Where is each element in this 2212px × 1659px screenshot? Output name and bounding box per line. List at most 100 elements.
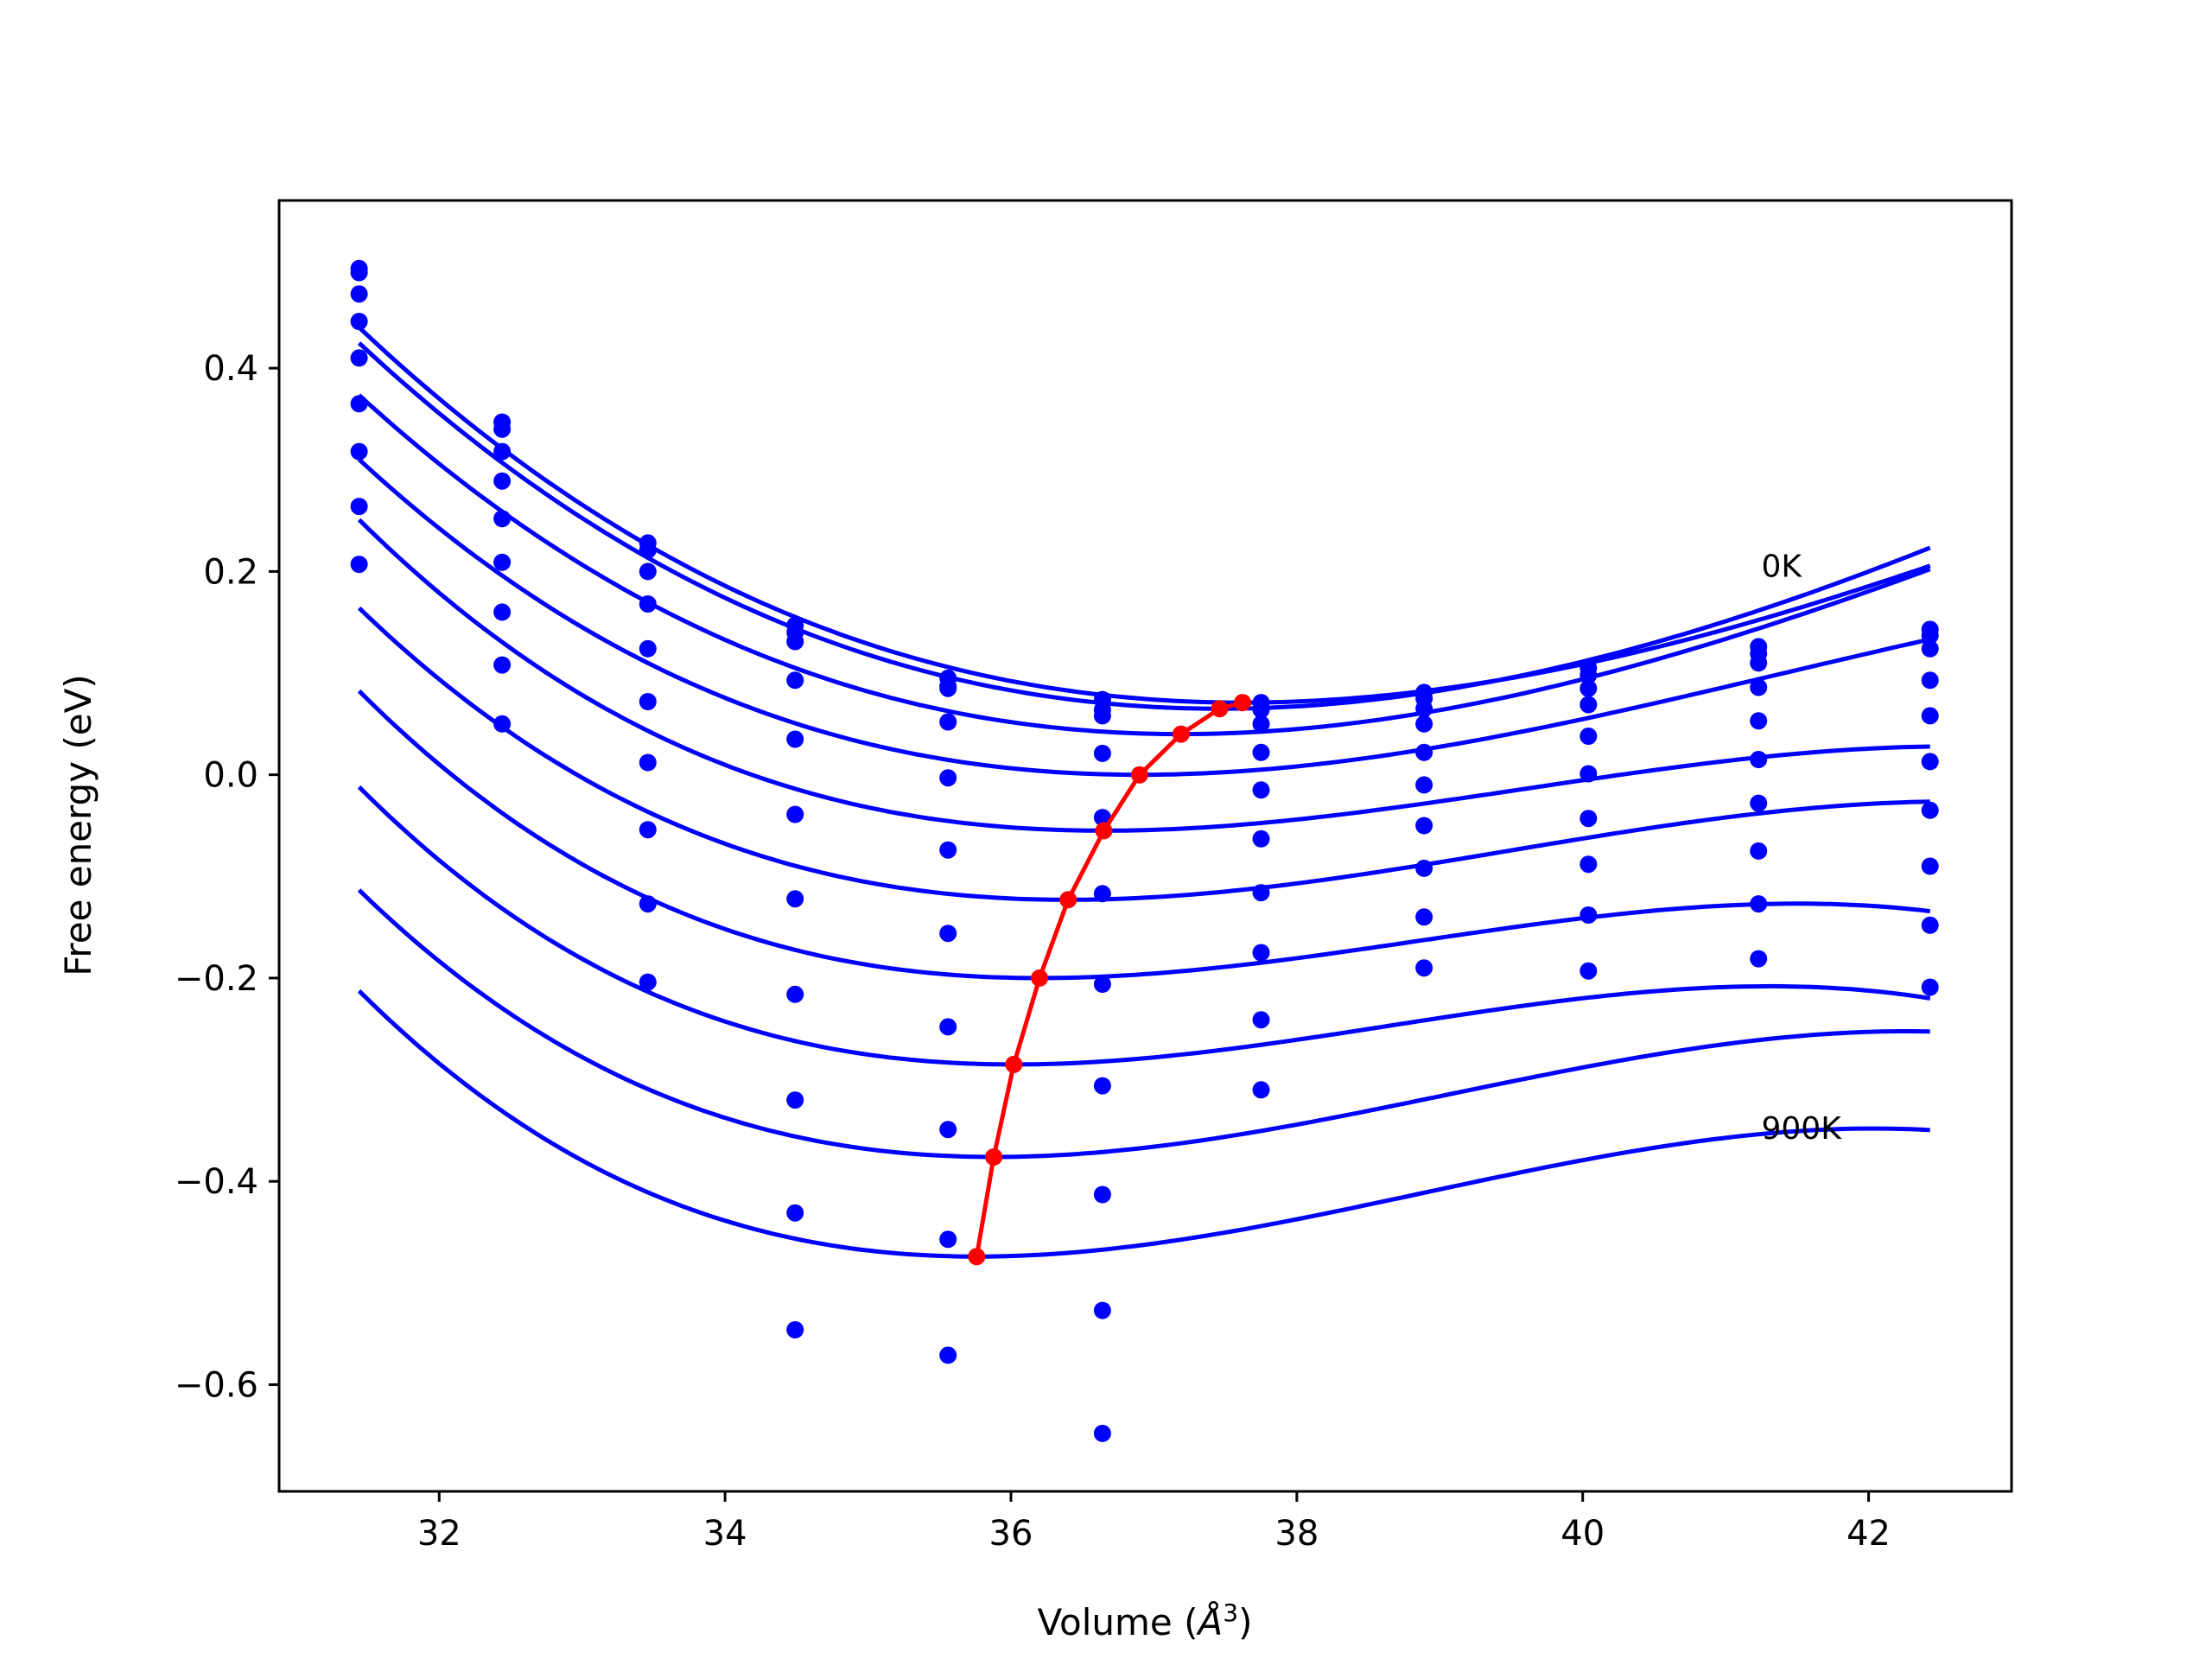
data-point-500k <box>493 553 512 571</box>
data-point-700k <box>1252 944 1270 962</box>
data-point-600k <box>1580 810 1598 828</box>
data-point-600k <box>1252 884 1270 902</box>
data-point-800k <box>1921 916 1939 934</box>
data-point-300k <box>639 595 657 613</box>
plot-frame <box>277 199 2013 1493</box>
y-tick-label: −0.2 <box>175 959 258 999</box>
data-point-400k <box>350 349 368 367</box>
data-point-200k <box>1252 715 1270 733</box>
data-point-100k <box>1921 626 1939 645</box>
data-point-500k <box>350 395 368 413</box>
data-point-600k <box>493 603 512 621</box>
x-tick-label: 36 <box>989 1514 1033 1554</box>
fit-curve-200k <box>357 393 1931 737</box>
data-point-500k <box>1921 753 1939 771</box>
data-point-700k <box>1093 1077 1111 1095</box>
data-point-300k <box>1252 743 1270 761</box>
data-point-300k <box>1921 671 1939 690</box>
data-point-100k <box>493 420 512 438</box>
data-point-400k <box>939 769 957 787</box>
data-point-600k <box>1093 976 1111 993</box>
y-axis-label: Free energy (eV) <box>57 674 99 976</box>
data-point-900k <box>639 973 657 991</box>
data-point-900k <box>786 1204 804 1222</box>
x-axis-label: Volume (Å3) <box>1038 1599 1253 1643</box>
data-point-800k <box>493 715 512 733</box>
data-point-600k <box>1415 817 1433 835</box>
data-point-200k <box>1921 639 1939 658</box>
x-axis-label-exponent: 3 <box>1223 1599 1238 1627</box>
x-tick-label: 40 <box>1560 1514 1605 1554</box>
data-point-400k <box>1580 728 1598 745</box>
data-point-500k <box>786 805 804 823</box>
data-point-900k <box>1921 978 1939 996</box>
data-point-400k <box>786 730 804 748</box>
x-axis-label-unit: Å <box>1196 1600 1224 1643</box>
x-axis-label-text: Volume ( <box>1038 1601 1198 1643</box>
data-point-800k <box>786 1091 804 1109</box>
data-point-500k <box>1580 765 1598 783</box>
x-tick-label: 34 <box>703 1514 747 1554</box>
data-point-500k <box>1750 751 1768 768</box>
data-point-500k <box>1093 885 1111 903</box>
data-point-800k <box>1415 908 1433 926</box>
minimum-point-200k <box>1172 725 1190 743</box>
fit-curve-500k <box>357 606 1930 902</box>
fit-curve-100k <box>357 341 1931 711</box>
data-point-100k <box>639 541 657 559</box>
minimum-point-900k <box>968 1248 986 1266</box>
data-point-300k <box>493 472 512 490</box>
data-point-extra <box>939 1346 957 1364</box>
data-point-200k <box>639 563 657 581</box>
data-point-700k <box>1750 842 1768 860</box>
data-point-300k <box>350 313 368 330</box>
data-point-700k <box>493 656 512 674</box>
data-point-600k <box>786 890 804 908</box>
data-point-900k <box>1580 962 1598 980</box>
minimum-point-0k <box>1234 694 1251 712</box>
data-point-700k <box>786 985 804 1003</box>
minimum-point-500k <box>1059 891 1077 909</box>
data-point-500k <box>639 693 657 710</box>
fit-curve-0k <box>357 326 1931 705</box>
data-point-900k <box>1415 959 1433 977</box>
data-point-300k <box>786 671 804 690</box>
y-tick-label: 0.4 <box>203 349 258 389</box>
data-point-800k <box>1750 895 1768 913</box>
minimum-trace-line <box>974 700 1243 1257</box>
data-point-200k <box>350 285 368 303</box>
y-tick-label: 0.0 <box>203 756 258 796</box>
data-point-900k <box>1252 1081 1270 1099</box>
data-point-800k <box>1580 906 1598 924</box>
data-point-300k <box>1750 678 1768 696</box>
data-point-400k <box>1921 707 1939 725</box>
data-point-100k <box>1580 666 1598 684</box>
fit-curve-800k <box>357 888 1930 1160</box>
data-point-extra <box>1093 1424 1111 1442</box>
fit-curve-400k <box>357 518 1930 833</box>
data-point-400k <box>1415 743 1433 761</box>
data-point-400k <box>1750 712 1768 730</box>
data-point-800k <box>639 895 657 913</box>
data-point-800k <box>1252 1011 1270 1029</box>
data-point-400k <box>1093 809 1111 827</box>
fit-curve-900k <box>357 989 1930 1259</box>
x-axis-label-close: ) <box>1238 1601 1252 1643</box>
data-point-500k <box>1415 776 1433 794</box>
data-point-600k <box>639 753 657 772</box>
data-point-700k <box>639 821 657 839</box>
data-point-700k <box>1921 857 1939 875</box>
data-point-700k <box>1415 859 1433 877</box>
data-point-200k <box>939 679 957 697</box>
fit-curve-700k <box>357 785 1931 1067</box>
annotation-0k: 0K <box>1762 549 1803 584</box>
data-point-100k <box>1252 701 1270 719</box>
data-point-400k <box>639 639 657 658</box>
x-tick-label: 32 <box>417 1514 461 1554</box>
data-point-100k <box>350 264 368 282</box>
data-point-200k <box>493 442 512 461</box>
minimum-point-300k <box>1130 766 1148 784</box>
y-tick-label: 0.2 <box>203 552 258 592</box>
minimum-point-100k <box>1211 700 1229 718</box>
